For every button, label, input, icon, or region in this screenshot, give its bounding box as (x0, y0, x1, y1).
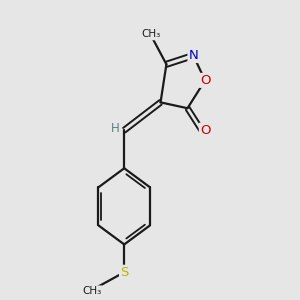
Text: O: O (200, 74, 210, 87)
Text: CH₃: CH₃ (82, 286, 102, 296)
Text: O: O (200, 124, 210, 137)
Text: N: N (188, 49, 198, 62)
Text: CH₃: CH₃ (142, 29, 161, 39)
Text: H: H (111, 122, 120, 135)
Text: S: S (120, 266, 128, 279)
